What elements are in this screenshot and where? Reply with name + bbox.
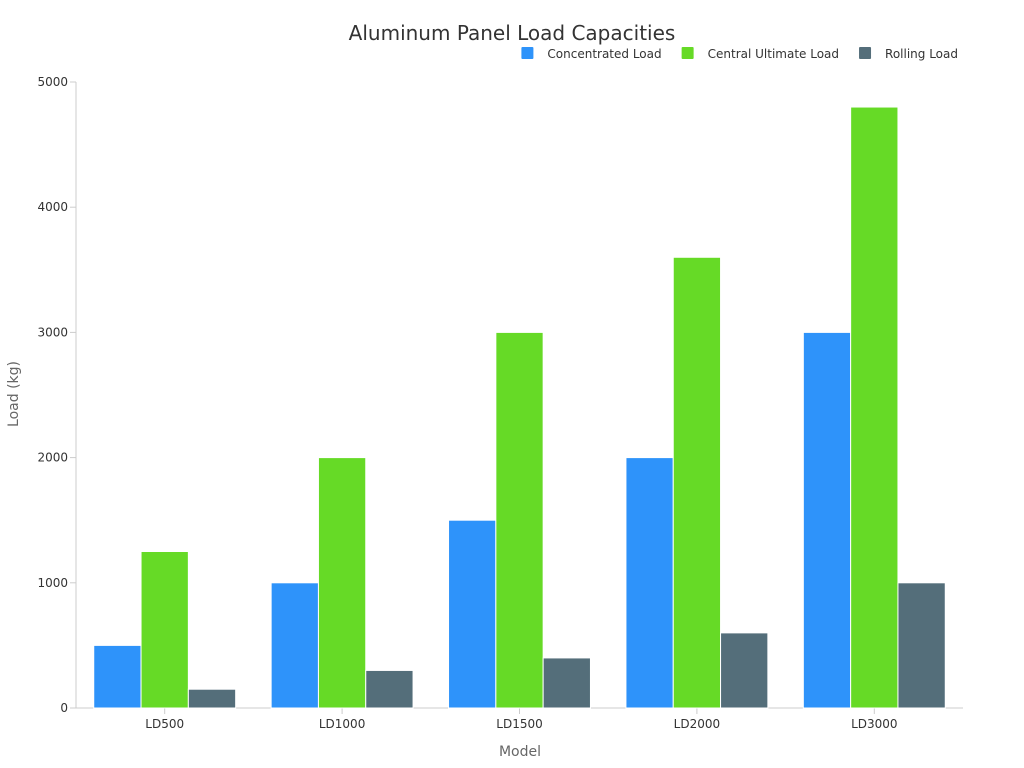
legend-label: Concentrated Load (547, 47, 661, 61)
bar-central-ultimate-load-ld1000 (317, 457, 367, 709)
legend-label: Central Ultimate Load (708, 47, 839, 61)
bar-concentrated-load-ld1000 (270, 582, 319, 709)
chart-title: Aluminum Panel Load Capacities (349, 21, 676, 45)
bar-central-ultimate-load-ld2000 (672, 256, 722, 709)
bar-rolling-load-ld1500 (542, 657, 591, 709)
y-tick-label: 2000 (37, 451, 68, 465)
legend-item: Rolling Load (859, 47, 958, 61)
bar-concentrated-load-ld500 (93, 644, 142, 709)
bar-central-ultimate-load-ld1500 (495, 331, 544, 709)
bar-concentrated-load-ld2000 (625, 457, 674, 709)
legend-item: Central Ultimate Load (681, 47, 839, 61)
bars (93, 106, 946, 709)
y-tick-label: 3000 (37, 325, 68, 339)
y-tick-label: 5000 (37, 75, 68, 89)
legend-swatch (859, 47, 872, 59)
y-tick-label: 0 (60, 701, 68, 715)
bar-central-ultimate-load-ld500 (140, 551, 189, 709)
bar-central-ultimate-load-ld3000 (850, 106, 899, 709)
legend-swatch (681, 47, 694, 59)
y-tick-label: 1000 (37, 576, 68, 590)
x-tick-label: LD500 (145, 717, 184, 731)
bar-rolling-load-ld2000 (720, 632, 769, 709)
y-axis-title: Load (kg) (6, 361, 22, 427)
x-tick-label: LD1000 (319, 717, 365, 731)
bar-rolling-load-ld500 (187, 688, 237, 709)
y-tick-label: 4000 (37, 200, 68, 214)
x-tick-label: LD2000 (674, 717, 720, 731)
bar-concentrated-load-ld3000 (802, 331, 852, 709)
legend-swatch (521, 47, 534, 59)
x-axis-ticks: LD500 LD1000 LD1500 LD2000 LD3000 (145, 708, 898, 731)
x-axis-title: Model (499, 744, 541, 760)
x-tick-label: LD1500 (496, 717, 542, 731)
bar-rolling-load-ld1000 (365, 669, 414, 709)
legend: Concentrated Load Central Ultimate Load Ro… (521, 47, 958, 61)
legend-label: Rolling Load (885, 47, 958, 61)
legend-item: Concentrated Load (521, 47, 662, 61)
y-axis-ticks: 0 1000 2000 3000 4000 5000 (37, 75, 76, 715)
x-tick-label: LD3000 (851, 717, 897, 731)
bar-concentrated-load-ld1500 (448, 519, 497, 709)
bar-rolling-load-ld3000 (897, 582, 946, 709)
